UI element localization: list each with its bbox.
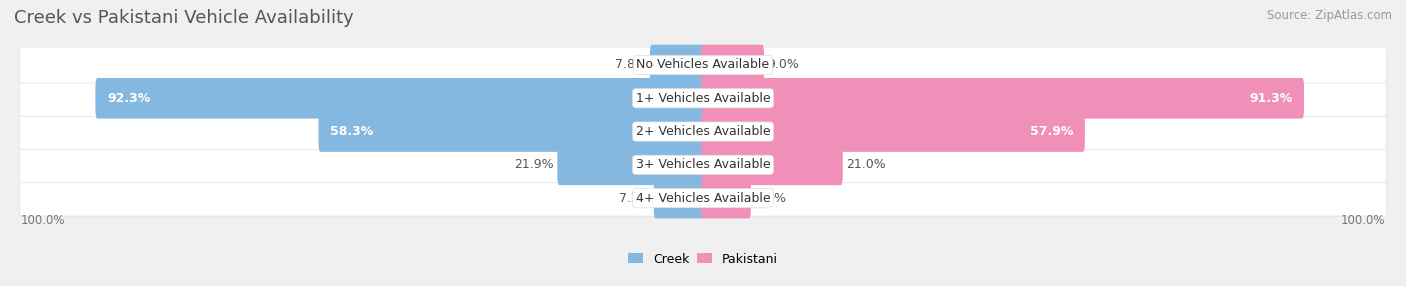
FancyBboxPatch shape xyxy=(702,45,763,85)
FancyBboxPatch shape xyxy=(702,78,1303,119)
Text: 9.0%: 9.0% xyxy=(768,59,799,72)
FancyBboxPatch shape xyxy=(702,111,1085,152)
Text: Source: ZipAtlas.com: Source: ZipAtlas.com xyxy=(1267,9,1392,21)
Text: 100.0%: 100.0% xyxy=(1341,214,1385,227)
Text: No Vehicles Available: No Vehicles Available xyxy=(637,59,769,72)
FancyBboxPatch shape xyxy=(20,180,1386,216)
Text: 57.9%: 57.9% xyxy=(1029,125,1073,138)
FancyBboxPatch shape xyxy=(557,144,704,185)
FancyBboxPatch shape xyxy=(702,144,842,185)
FancyBboxPatch shape xyxy=(702,178,751,219)
Text: 91.3%: 91.3% xyxy=(1249,92,1292,105)
Text: 21.9%: 21.9% xyxy=(515,158,554,171)
FancyBboxPatch shape xyxy=(20,80,1386,116)
Text: 3+ Vehicles Available: 3+ Vehicles Available xyxy=(636,158,770,171)
FancyBboxPatch shape xyxy=(20,147,1386,183)
Text: 58.3%: 58.3% xyxy=(330,125,374,138)
Text: 4+ Vehicles Available: 4+ Vehicles Available xyxy=(636,192,770,204)
FancyBboxPatch shape xyxy=(319,111,704,152)
Text: Creek vs Pakistani Vehicle Availability: Creek vs Pakistani Vehicle Availability xyxy=(14,9,354,27)
Text: 7.2%: 7.2% xyxy=(619,192,651,204)
Text: 100.0%: 100.0% xyxy=(21,214,65,227)
FancyBboxPatch shape xyxy=(20,47,1386,83)
Text: 7.0%: 7.0% xyxy=(754,192,786,204)
Legend: Creek, Pakistani: Creek, Pakistani xyxy=(626,250,780,268)
Text: 92.3%: 92.3% xyxy=(107,92,150,105)
FancyBboxPatch shape xyxy=(96,78,704,119)
Text: 7.8%: 7.8% xyxy=(614,59,647,72)
FancyBboxPatch shape xyxy=(20,114,1386,150)
Text: 21.0%: 21.0% xyxy=(846,158,886,171)
FancyBboxPatch shape xyxy=(654,178,704,219)
Text: 1+ Vehicles Available: 1+ Vehicles Available xyxy=(636,92,770,105)
Text: 2+ Vehicles Available: 2+ Vehicles Available xyxy=(636,125,770,138)
FancyBboxPatch shape xyxy=(650,45,704,85)
